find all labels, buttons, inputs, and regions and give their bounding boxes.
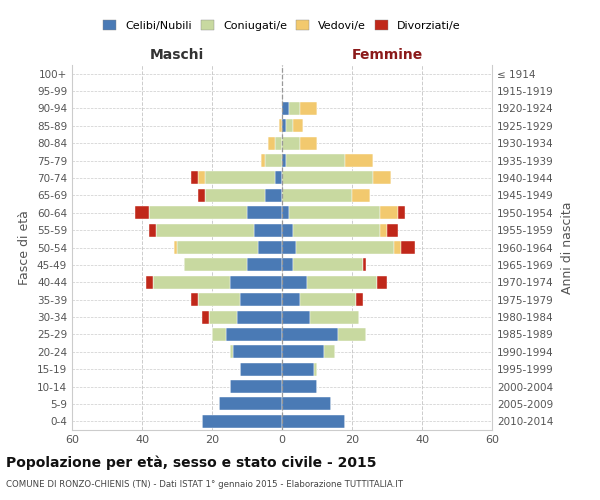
Bar <box>286 154 345 167</box>
Bar <box>229 346 233 358</box>
Bar <box>173 241 177 254</box>
Bar <box>233 346 282 358</box>
Bar <box>282 102 289 115</box>
Bar <box>286 120 293 132</box>
Bar <box>380 206 398 220</box>
Bar <box>282 189 352 202</box>
Bar <box>205 172 275 184</box>
Legend: Celibi/Nubili, Coniugati/e, Vedovi/e, Divorziati/e: Celibi/Nubili, Coniugati/e, Vedovi/e, Di… <box>99 16 465 36</box>
Bar <box>299 293 355 306</box>
Bar <box>299 102 317 115</box>
Bar <box>355 293 362 306</box>
Bar <box>282 398 331 410</box>
Bar <box>212 328 226 341</box>
Bar <box>226 328 282 341</box>
Bar <box>275 172 282 184</box>
Bar <box>345 154 373 167</box>
Bar <box>352 189 370 202</box>
Bar <box>282 224 293 236</box>
Bar <box>240 362 282 376</box>
Bar <box>282 241 296 254</box>
Bar <box>149 206 247 220</box>
Bar <box>282 120 286 132</box>
Bar <box>191 293 198 306</box>
Bar <box>282 380 317 393</box>
Bar <box>282 415 345 428</box>
Bar <box>282 172 373 184</box>
Bar <box>152 276 229 289</box>
Bar <box>202 310 209 324</box>
Bar <box>177 241 257 254</box>
Bar <box>289 206 380 220</box>
Bar <box>307 276 377 289</box>
Text: Maschi: Maschi <box>150 48 204 62</box>
Bar <box>184 258 247 272</box>
Bar <box>282 310 310 324</box>
Bar <box>268 136 275 149</box>
Bar <box>229 380 282 393</box>
Bar <box>293 258 362 272</box>
Bar <box>282 154 286 167</box>
Bar <box>247 258 282 272</box>
Bar <box>324 346 335 358</box>
Bar <box>282 346 324 358</box>
Bar <box>265 154 282 167</box>
Bar <box>282 206 289 220</box>
Bar <box>205 189 265 202</box>
Bar <box>293 120 303 132</box>
Bar <box>282 258 293 272</box>
Bar <box>198 189 205 202</box>
Bar <box>247 206 282 220</box>
Bar <box>296 241 394 254</box>
Bar <box>401 241 415 254</box>
Bar <box>219 398 282 410</box>
Bar <box>377 276 387 289</box>
Bar <box>149 224 156 236</box>
Text: COMUNE DI RONZO-CHIENIS (TN) - Dati ISTAT 1° gennaio 2015 - Elaborazione TUTTITA: COMUNE DI RONZO-CHIENIS (TN) - Dati ISTA… <box>6 480 403 489</box>
Bar <box>282 362 314 376</box>
Bar <box>282 293 299 306</box>
Bar <box>146 276 152 289</box>
Bar <box>240 293 282 306</box>
Bar <box>398 206 404 220</box>
Bar <box>282 276 307 289</box>
Bar <box>198 172 205 184</box>
Bar <box>387 224 398 236</box>
Bar <box>257 241 282 254</box>
Bar <box>236 310 282 324</box>
Bar <box>362 258 366 272</box>
Bar <box>314 362 317 376</box>
Bar <box>254 224 282 236</box>
Bar <box>282 136 299 149</box>
Bar <box>191 172 198 184</box>
Bar <box>394 241 401 254</box>
Bar <box>373 172 391 184</box>
Bar <box>310 310 359 324</box>
Bar <box>293 224 380 236</box>
Bar <box>265 189 282 202</box>
Y-axis label: Anni di nascita: Anni di nascita <box>560 201 574 294</box>
Bar <box>261 154 265 167</box>
Bar <box>278 120 282 132</box>
Bar <box>275 136 282 149</box>
Text: Popolazione per età, sesso e stato civile - 2015: Popolazione per età, sesso e stato civil… <box>6 455 377 469</box>
Bar <box>299 136 317 149</box>
Bar <box>338 328 366 341</box>
Bar <box>289 102 299 115</box>
Bar <box>282 328 338 341</box>
Text: Femmine: Femmine <box>352 48 422 62</box>
Bar <box>156 224 254 236</box>
Bar <box>229 276 282 289</box>
Y-axis label: Fasce di età: Fasce di età <box>19 210 31 285</box>
Bar <box>209 310 236 324</box>
Bar <box>202 415 282 428</box>
Bar <box>380 224 387 236</box>
Bar <box>135 206 149 220</box>
Bar <box>198 293 240 306</box>
